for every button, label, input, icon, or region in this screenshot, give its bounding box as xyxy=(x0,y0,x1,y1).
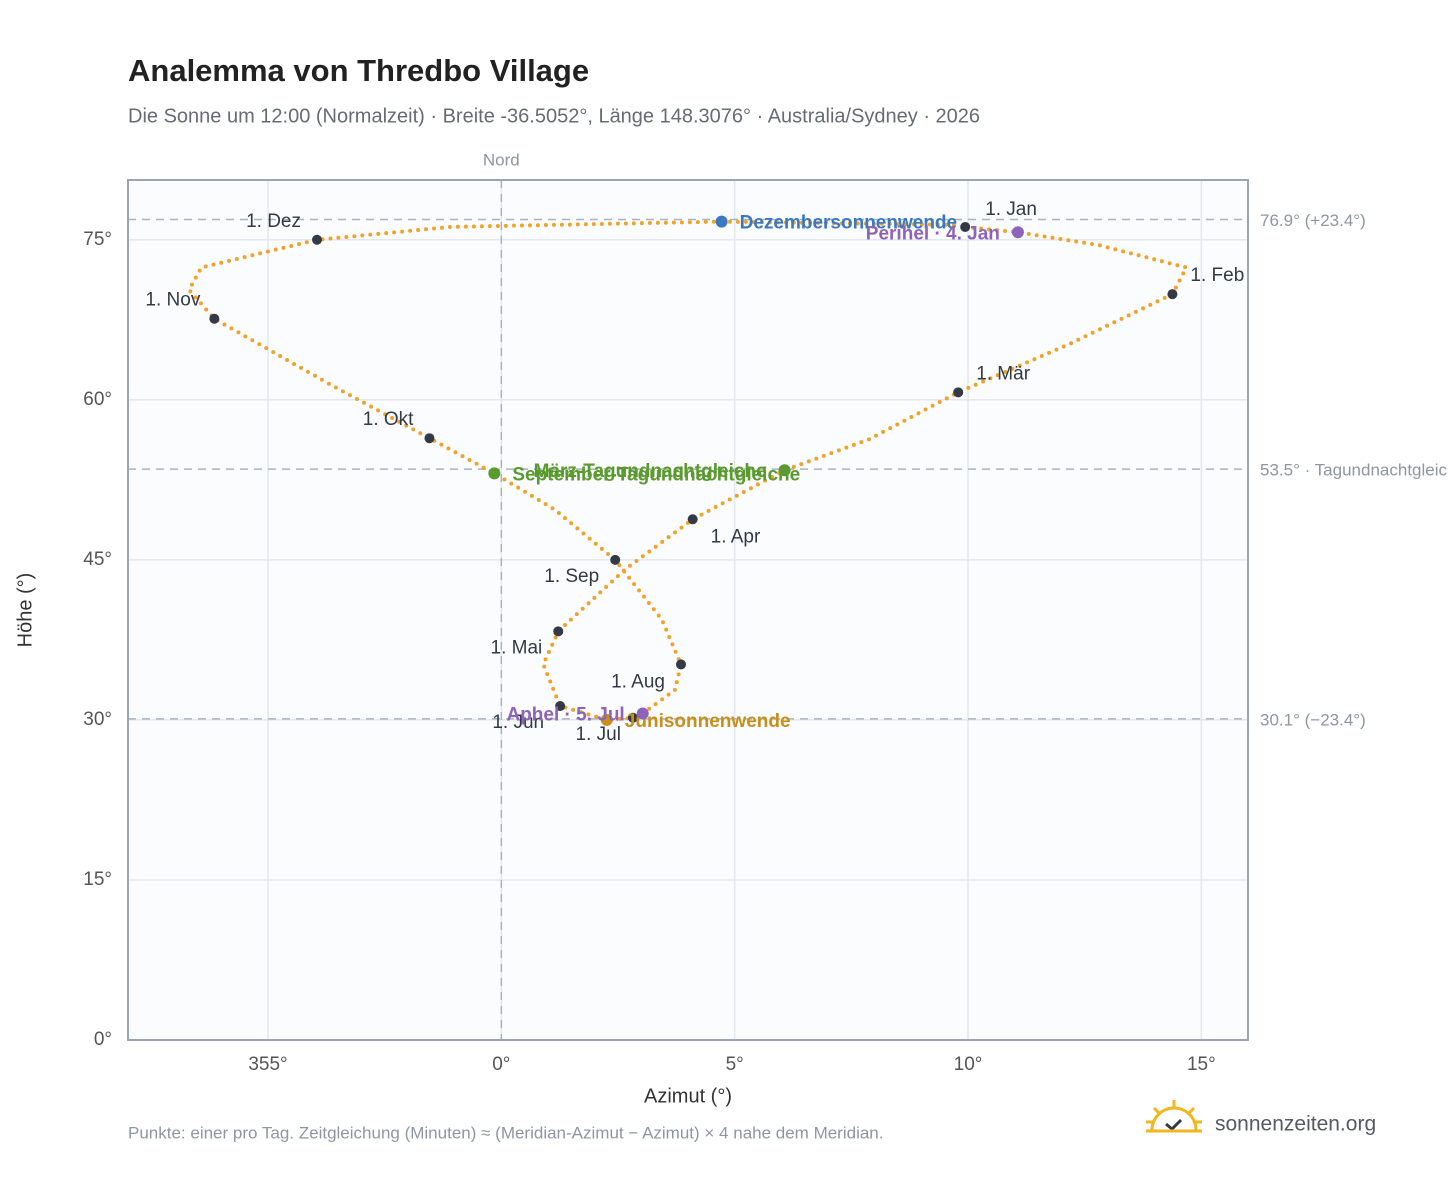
event-marker xyxy=(1011,226,1024,239)
month-marker xyxy=(627,712,638,723)
reference-label: 76.9° (+23.4°) xyxy=(1260,211,1366,230)
y-tick-label: 45° xyxy=(83,549,112,570)
event-marker xyxy=(636,707,649,720)
reference-label: 30.1° (−23.4°) xyxy=(1260,710,1366,729)
event-label: Junisonnenwende xyxy=(625,711,791,732)
month-label: 1. Mär xyxy=(976,363,1031,384)
x-tick-label: 10° xyxy=(954,1054,983,1075)
month-marker xyxy=(555,701,566,712)
month-marker xyxy=(960,221,971,232)
month-marker xyxy=(1167,289,1178,300)
x-tick-label: 0° xyxy=(492,1054,510,1075)
y-tick-label: 0° xyxy=(94,1029,112,1050)
y-tick-label: 75° xyxy=(83,229,112,250)
month-marker xyxy=(209,313,220,324)
month-marker xyxy=(312,234,322,245)
month-marker xyxy=(676,659,686,670)
x-tick-label: 15° xyxy=(1187,1054,1216,1075)
event-marker xyxy=(715,215,728,228)
month-marker xyxy=(953,387,964,398)
analemma-path xyxy=(186,219,1190,722)
reference-label: 53.5° · Tagundnachtgleiche xyxy=(1260,461,1448,480)
month-label: 1. Okt xyxy=(363,409,414,430)
plot-frame xyxy=(127,179,1249,1041)
event-label: Dezembersonnenwende xyxy=(740,213,958,234)
month-label: 1. Dez xyxy=(246,211,301,232)
month-label: 1. Apr xyxy=(711,526,761,547)
x-tick-label: 5° xyxy=(726,1054,744,1075)
event-label: Aphel · 5. Jul xyxy=(506,705,624,726)
event-label: September-Tagundnachtgleiche xyxy=(512,464,800,485)
meridian-label: Nord xyxy=(483,150,520,169)
chart-subtitle: Die Sonne um 12:00 (Normalzeit) · Breite… xyxy=(128,105,980,127)
month-marker xyxy=(424,433,435,444)
month-label: 1. Feb xyxy=(1190,265,1244,286)
x-tick-label: 355° xyxy=(248,1054,287,1075)
month-label: 1. Aug xyxy=(611,671,665,692)
event-marker xyxy=(600,713,613,726)
brand: sonnenzeiten.org xyxy=(1215,1113,1376,1136)
y-tick-label: 15° xyxy=(83,869,112,890)
plot-area xyxy=(128,180,1248,1040)
month-label: 1. Mai xyxy=(491,637,543,658)
event-label: März-Tagundnachtgleiche xyxy=(534,461,767,482)
month-marker xyxy=(610,554,621,565)
footnote: Punkte: einer pro Tag. Zeitgleichung (Mi… xyxy=(128,1123,884,1142)
month-label: 1. Jan xyxy=(985,199,1037,220)
chart-title: Analemma von Thredbo Village xyxy=(128,53,589,88)
month-marker xyxy=(553,626,564,637)
month-label: 1. Nov xyxy=(145,290,200,311)
brand-logo xyxy=(1146,1100,1202,1133)
month-label: 1. Sep xyxy=(544,566,599,587)
y-axis-label: Höhe (°) xyxy=(14,573,36,648)
x-axis-label: Azimut (°) xyxy=(644,1085,732,1107)
event-marker xyxy=(488,467,501,480)
y-tick-label: 30° xyxy=(83,709,112,730)
event-marker xyxy=(778,464,791,477)
event-label: Perihel · 4. Jan xyxy=(866,223,1000,244)
month-label: 1. Jun xyxy=(492,712,544,733)
month-marker xyxy=(687,514,698,525)
y-tick-label: 60° xyxy=(83,389,112,410)
month-label: 1. Jul xyxy=(576,724,621,745)
